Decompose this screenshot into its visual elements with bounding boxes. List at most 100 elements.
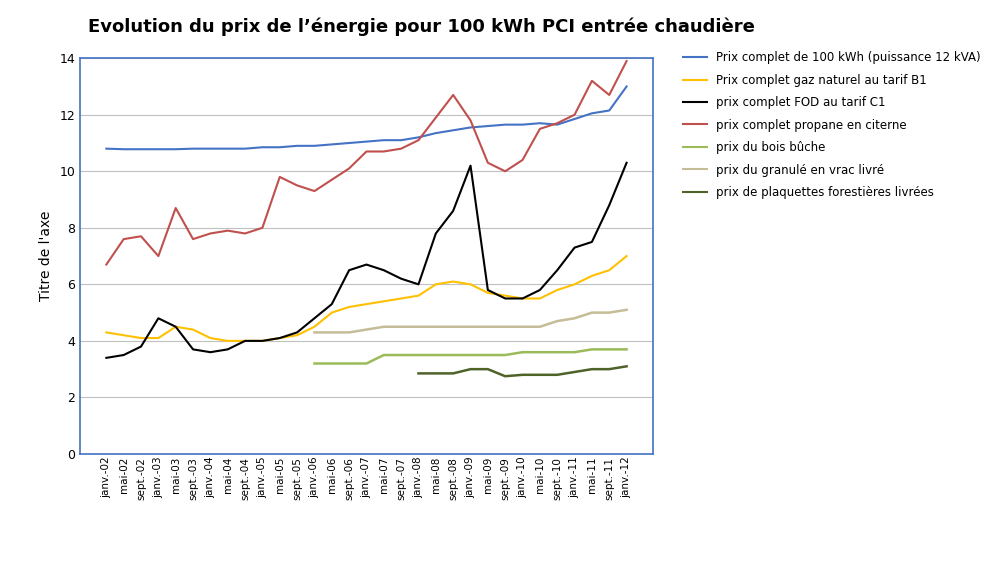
Prix complet de 100 kWh (puissance 12 kVA)	[429, 130, 441, 137]
prix complet FOD au tarif C1	[412, 281, 424, 288]
Prix complet gaz naturel au tarif B1	[551, 286, 563, 293]
Prix complet de 100 kWh (puissance 12 kVA)	[134, 146, 146, 152]
prix du bois bûche	[429, 352, 441, 359]
Prix complet gaz naturel au tarif B1	[429, 281, 441, 288]
prix complet FOD au tarif C1	[256, 338, 268, 345]
prix du bois bûche	[551, 349, 563, 356]
prix complet FOD au tarif C1	[152, 315, 164, 322]
Prix complet gaz naturel au tarif B1	[395, 295, 407, 302]
prix de plaquettes forestières livrées	[586, 365, 598, 372]
prix du bois bûche	[516, 349, 528, 356]
prix du bois bûche	[498, 352, 511, 359]
prix complet FOD au tarif C1	[291, 329, 303, 336]
Prix complet gaz naturel au tarif B1	[498, 292, 511, 299]
Line: Prix complet gaz naturel au tarif B1: Prix complet gaz naturel au tarif B1	[106, 256, 626, 341]
Prix complet de 100 kWh (puissance 12 kVA)	[620, 83, 632, 90]
prix complet FOD au tarif C1	[481, 286, 493, 293]
prix complet propane en citerne	[498, 168, 511, 175]
prix du bois bûche	[620, 346, 632, 353]
Prix complet de 100 kWh (puissance 12 kVA)	[412, 134, 424, 141]
Prix complet gaz naturel au tarif B1	[291, 332, 303, 339]
prix complet FOD au tarif C1	[534, 286, 546, 293]
prix du bois bûche	[412, 352, 424, 359]
prix complet propane en citerne	[117, 236, 129, 243]
prix complet propane en citerne	[170, 204, 182, 211]
prix complet propane en citerne	[100, 261, 112, 268]
prix complet FOD au tarif C1	[360, 261, 372, 268]
Prix complet de 100 kWh (puissance 12 kVA)	[205, 145, 217, 152]
prix complet FOD au tarif C1	[586, 239, 598, 246]
Prix complet gaz naturel au tarif B1	[308, 323, 320, 330]
prix de plaquettes forestières livrées	[534, 371, 546, 378]
Y-axis label: Titre de l'axe: Titre de l'axe	[38, 211, 52, 301]
prix du bois bûche	[343, 360, 355, 367]
prix du bois bûche	[360, 360, 372, 367]
Prix complet de 100 kWh (puissance 12 kVA)	[534, 120, 546, 127]
prix complet propane en citerne	[395, 145, 407, 152]
prix complet FOD au tarif C1	[446, 207, 458, 214]
prix complet propane en citerne	[464, 117, 476, 124]
prix de plaquettes forestières livrées	[498, 372, 511, 379]
prix complet FOD au tarif C1	[516, 295, 528, 302]
prix du granulé en vrac livré	[446, 323, 458, 330]
Legend: Prix complet de 100 kWh (puissance 12 kVA), Prix complet gaz naturel au tarif B1: Prix complet de 100 kWh (puissance 12 kV…	[678, 47, 985, 204]
prix complet propane en citerne	[205, 230, 217, 237]
Prix complet gaz naturel au tarif B1	[100, 329, 112, 336]
Prix complet gaz naturel au tarif B1	[620, 253, 632, 260]
Prix complet de 100 kWh (puissance 12 kVA)	[187, 145, 199, 152]
prix complet propane en citerne	[274, 173, 286, 180]
Prix complet de 100 kWh (puissance 12 kVA)	[100, 145, 112, 152]
prix complet FOD au tarif C1	[498, 295, 511, 302]
prix du granulé en vrac livré	[325, 329, 337, 336]
Prix complet gaz naturel au tarif B1	[516, 295, 528, 302]
prix du granulé en vrac livré	[412, 323, 424, 330]
prix du granulé en vrac livré	[343, 329, 355, 336]
prix complet propane en citerne	[187, 236, 199, 243]
prix complet propane en citerne	[516, 157, 528, 164]
prix complet propane en citerne	[152, 253, 164, 260]
prix complet FOD au tarif C1	[429, 230, 441, 237]
prix du granulé en vrac livré	[308, 329, 320, 336]
prix du bois bûche	[534, 349, 546, 356]
Prix complet de 100 kWh (puissance 12 kVA)	[446, 127, 458, 134]
Line: prix du bois bûche: prix du bois bûche	[314, 349, 626, 364]
prix du bois bûche	[446, 352, 458, 359]
Prix complet gaz naturel au tarif B1	[239, 338, 251, 345]
Prix complet gaz naturel au tarif B1	[603, 267, 615, 274]
prix complet FOD au tarif C1	[274, 335, 286, 342]
Prix complet de 100 kWh (puissance 12 kVA)	[274, 144, 286, 151]
prix du bois bûche	[377, 352, 389, 359]
prix de plaquettes forestières livrées	[429, 370, 441, 377]
prix du bois bûche	[308, 360, 320, 367]
prix du granulé en vrac livré	[568, 315, 580, 322]
Line: prix du granulé en vrac livré: prix du granulé en vrac livré	[314, 310, 626, 332]
Prix complet de 100 kWh (puissance 12 kVA)	[256, 144, 268, 151]
prix complet FOD au tarif C1	[603, 202, 615, 209]
prix complet propane en citerne	[551, 120, 563, 127]
Line: prix complet propane en citerne: prix complet propane en citerne	[106, 61, 626, 265]
prix du granulé en vrac livré	[551, 318, 563, 325]
Prix complet de 100 kWh (puissance 12 kVA)	[170, 146, 182, 152]
prix complet FOD au tarif C1	[205, 349, 217, 356]
prix complet FOD au tarif C1	[620, 159, 632, 166]
prix complet FOD au tarif C1	[170, 323, 182, 330]
prix du granulé en vrac livré	[498, 323, 511, 330]
prix du granulé en vrac livré	[464, 323, 476, 330]
Prix complet gaz naturel au tarif B1	[343, 303, 355, 310]
prix complet propane en citerne	[446, 91, 458, 98]
prix du bois bûche	[568, 349, 580, 356]
prix du granulé en vrac livré	[481, 323, 493, 330]
prix complet FOD au tarif C1	[308, 315, 320, 322]
prix complet FOD au tarif C1	[464, 162, 476, 169]
Prix complet gaz naturel au tarif B1	[377, 298, 389, 305]
prix de plaquettes forestières livrées	[412, 370, 424, 377]
prix complet FOD au tarif C1	[222, 346, 234, 353]
prix complet FOD au tarif C1	[568, 244, 580, 251]
prix du granulé en vrac livré	[377, 323, 389, 330]
prix du bois bûche	[395, 352, 407, 359]
prix de plaquettes forestières livrées	[620, 363, 632, 370]
Prix complet de 100 kWh (puissance 12 kVA)	[325, 141, 337, 148]
Prix complet gaz naturel au tarif B1	[325, 309, 337, 316]
prix de plaquettes forestières livrées	[551, 371, 563, 378]
Prix complet gaz naturel au tarif B1	[360, 301, 372, 308]
